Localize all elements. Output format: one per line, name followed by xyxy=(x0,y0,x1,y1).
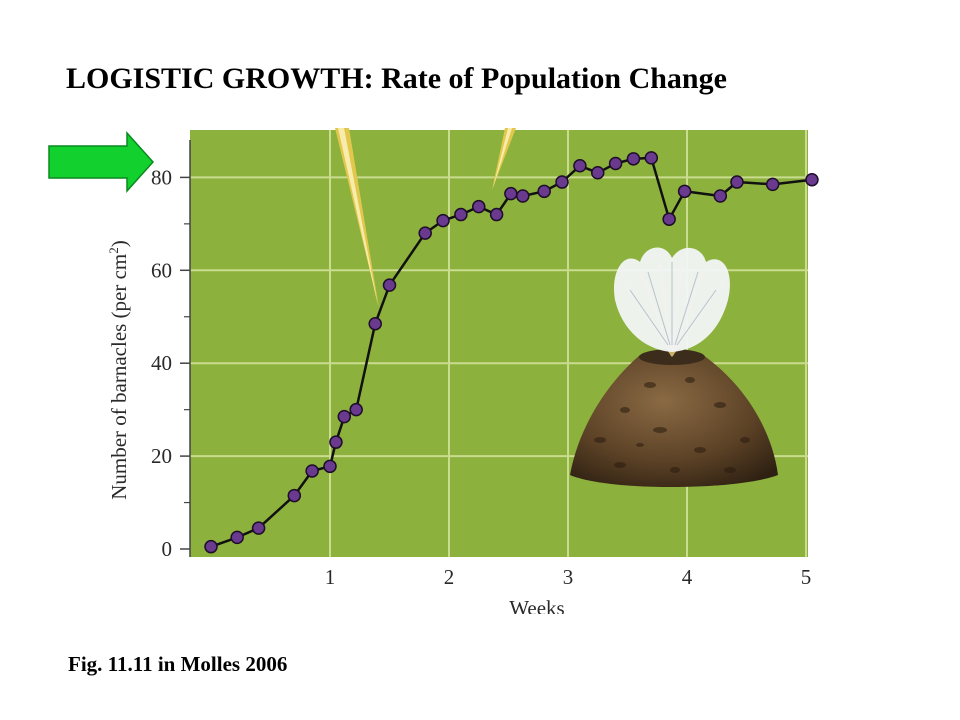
data-point-17 xyxy=(504,186,518,201)
data-point-5 xyxy=(305,464,319,478)
data-point-6 xyxy=(323,459,337,474)
data-point-13 xyxy=(436,213,450,228)
y-tick-label-80: 80 xyxy=(151,165,172,189)
data-point-16 xyxy=(489,207,504,222)
data-point-1 xyxy=(204,539,218,554)
data-point-2 xyxy=(230,530,244,545)
x-tick-label-2: 2 xyxy=(444,565,455,589)
data-point-21 xyxy=(573,159,587,173)
data-points xyxy=(204,151,819,554)
data-point-10 xyxy=(368,316,382,331)
x-tick-label-5: 5 xyxy=(801,565,812,589)
data-point-25 xyxy=(644,151,659,165)
data-point-28 xyxy=(713,189,728,203)
data-point-19 xyxy=(537,184,551,199)
callout-pointer-right xyxy=(492,128,516,190)
data-point-29 xyxy=(730,175,744,189)
figure-caption: Fig. 11.11 in Molles 2006 xyxy=(68,652,288,676)
data-point-8 xyxy=(337,409,352,424)
barnacle-illustration xyxy=(570,247,778,488)
data-point-15 xyxy=(472,199,486,214)
callout-pointer-left xyxy=(335,128,379,308)
slide-title-rest: Rate of Population Change xyxy=(381,62,727,95)
data-point-27 xyxy=(677,184,692,199)
y-tick-label-20: 20 xyxy=(151,444,172,468)
data-point-12 xyxy=(418,226,432,240)
x-axis-ticks: 1 2 3 4 5 xyxy=(325,565,812,589)
data-point-31 xyxy=(805,172,819,187)
slide-title: LOGISTIC GROWTH: Rate of Population Chan… xyxy=(66,62,727,96)
x-tick-label-1: 1 xyxy=(325,565,336,589)
y-axis-ticks: 0 20 40 60 80 xyxy=(151,165,190,561)
y-axis-title: Number of barnacles (per cm2) xyxy=(106,240,131,500)
x-axis-title: Weeks xyxy=(509,596,564,620)
slide-title-bold: LOGISTIC GROWTH: xyxy=(66,62,374,95)
data-point-22 xyxy=(591,166,605,180)
data-point-20 xyxy=(555,175,569,189)
data-point-26 xyxy=(662,212,676,226)
data-point-24 xyxy=(626,152,641,166)
green-arrow-icon xyxy=(48,131,155,193)
data-point-18 xyxy=(516,189,530,203)
data-point-9 xyxy=(349,402,363,417)
data-point-23 xyxy=(608,156,623,171)
data-point-7 xyxy=(329,435,343,449)
y-tick-label-40: 40 xyxy=(151,351,172,375)
x-tick-label-4: 4 xyxy=(682,565,693,589)
data-point-11 xyxy=(382,278,397,292)
y-tick-label-0: 0 xyxy=(162,537,173,561)
data-point-4 xyxy=(287,488,302,503)
x-tick-label-3: 3 xyxy=(563,565,574,589)
data-point-14 xyxy=(454,207,468,222)
y-tick-label-60: 60 xyxy=(151,258,172,282)
data-point-30 xyxy=(765,177,780,192)
data-point-3 xyxy=(251,521,266,535)
